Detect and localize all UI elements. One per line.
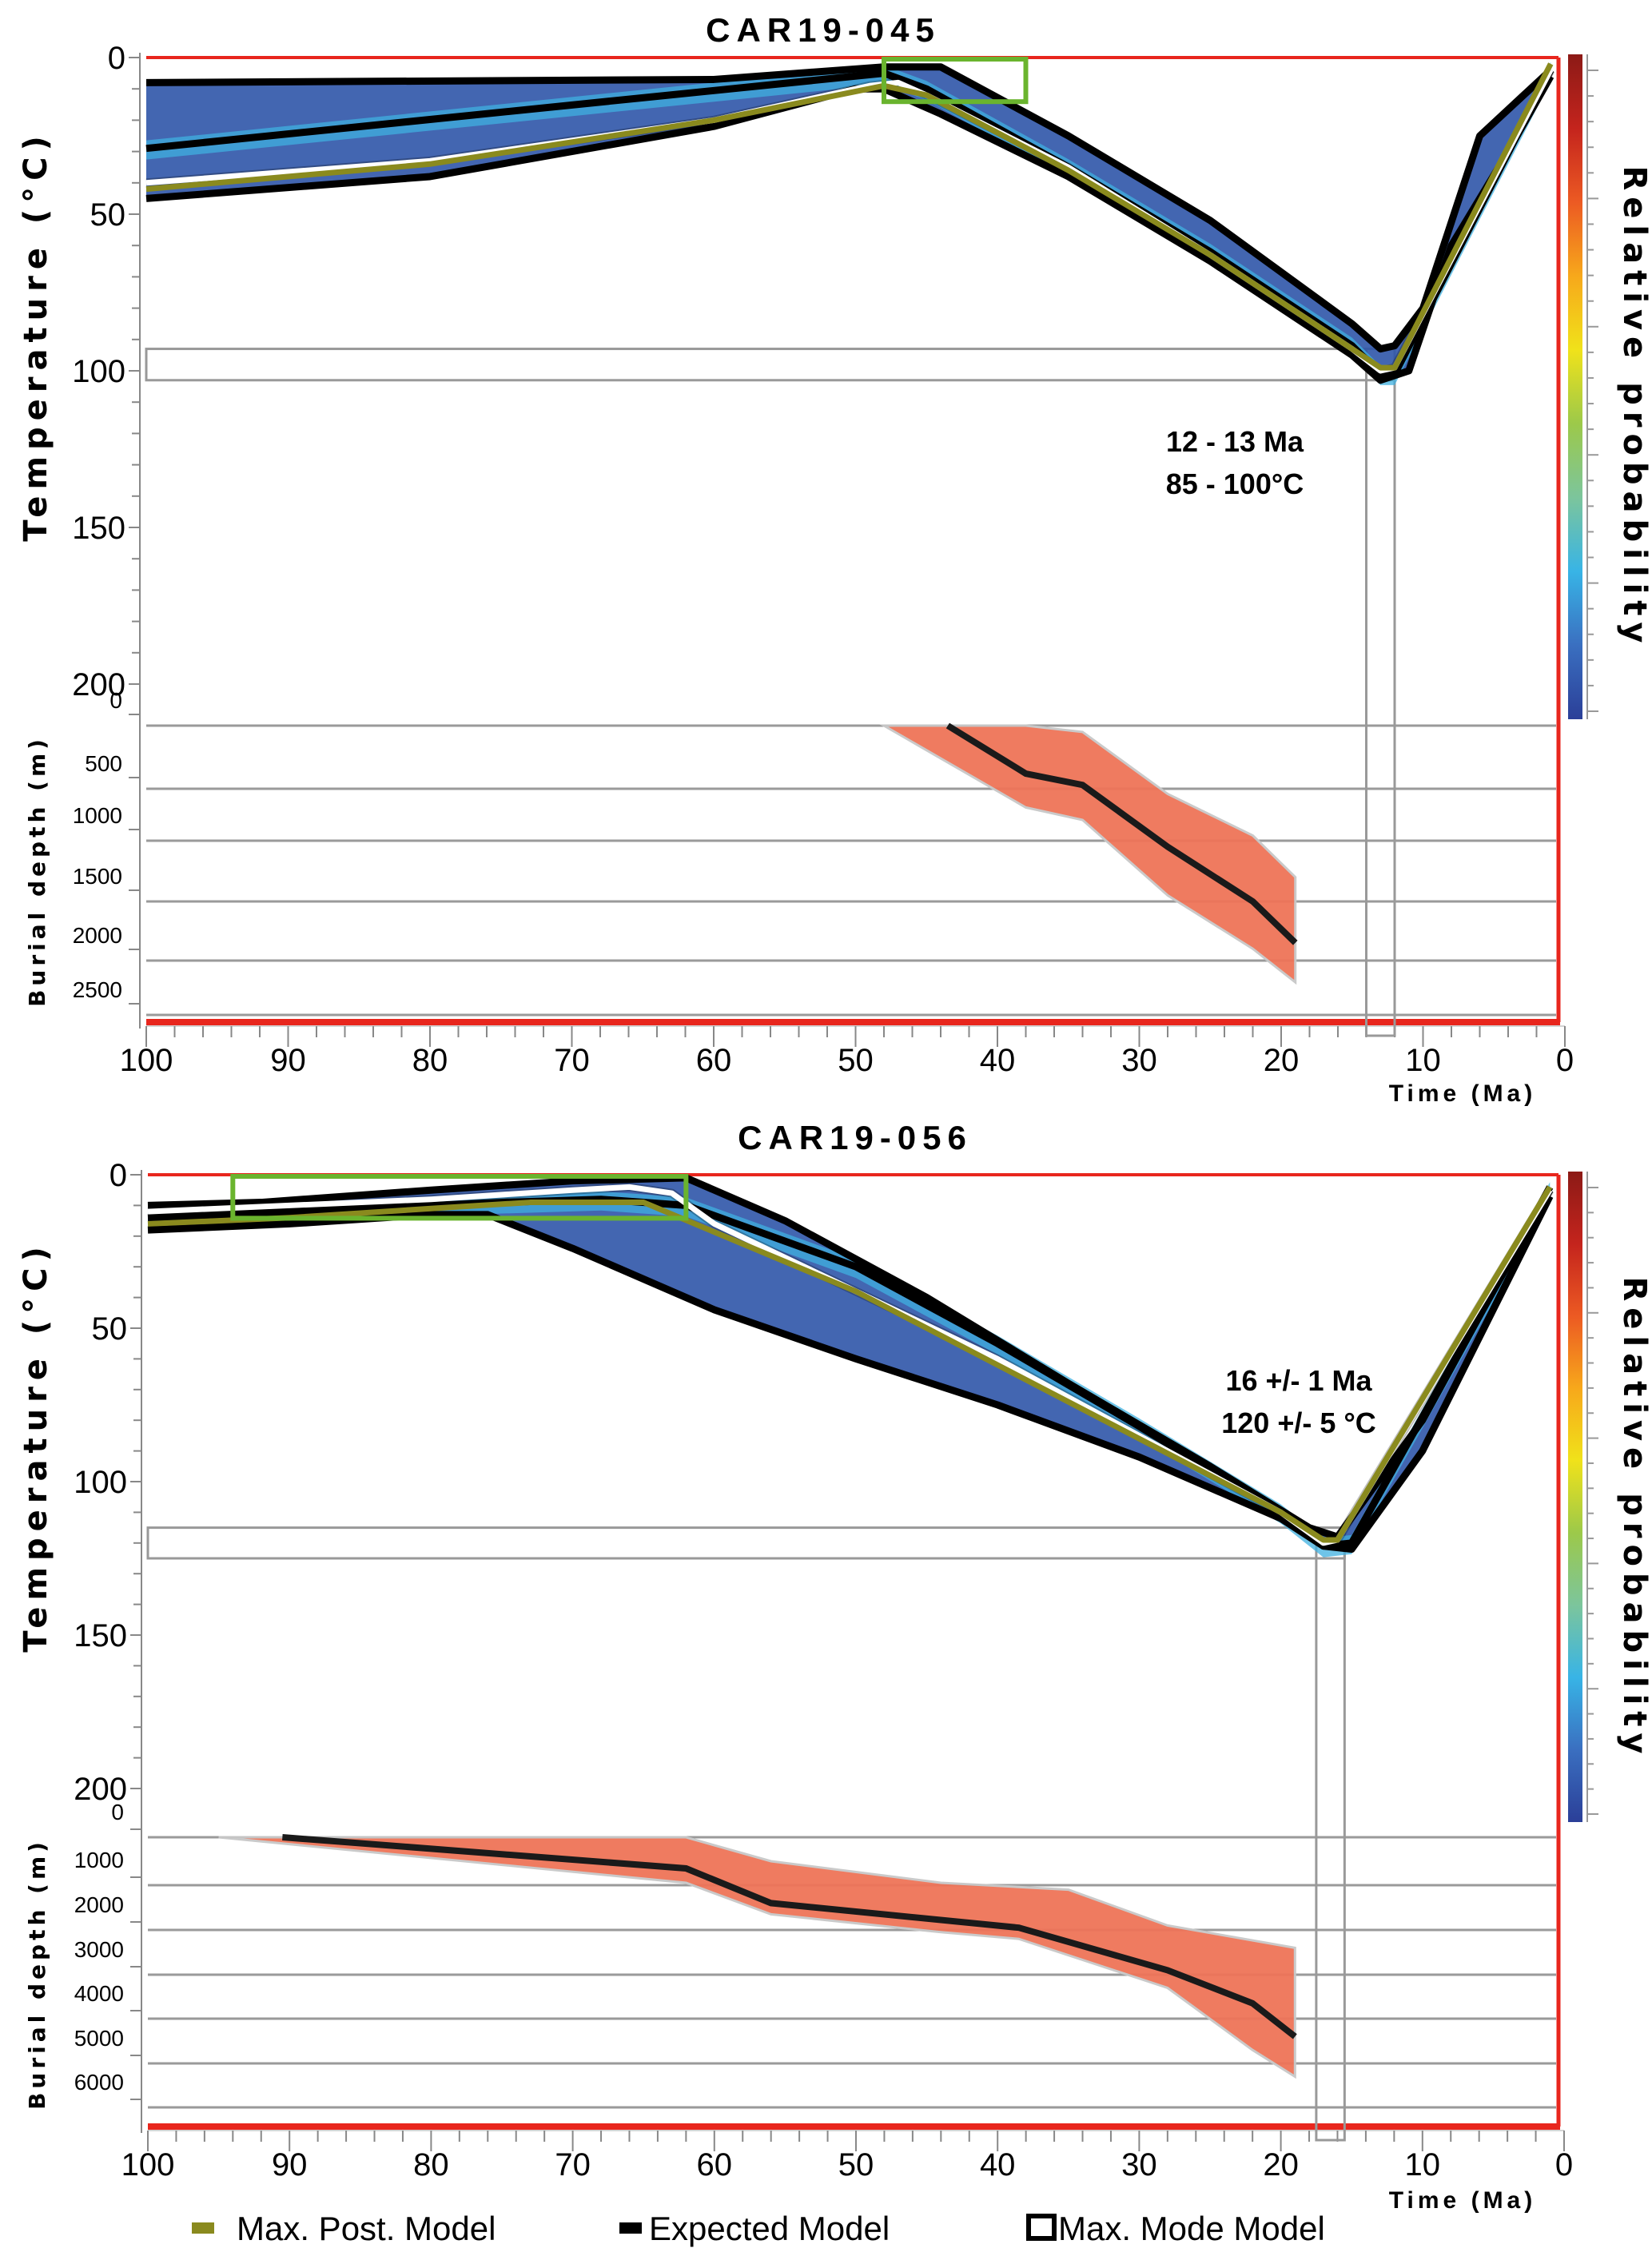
burial-tick-label: 2000 xyxy=(73,923,122,948)
x-tick-label: 70 xyxy=(555,2147,591,2182)
probability-cloud-core xyxy=(146,62,1551,385)
y-tick-label: 0 xyxy=(108,41,125,76)
expected-bound-line xyxy=(145,63,1554,353)
x-tick-label: 10 xyxy=(1405,1043,1441,1078)
x-tick-label: 40 xyxy=(980,2147,1016,2182)
x-tick-label: 20 xyxy=(1263,2147,1299,2182)
x-tick-label: 80 xyxy=(412,1043,448,1078)
burial-tick-label: 6000 xyxy=(74,2070,124,2095)
time-axis-label: Time (Ma) xyxy=(1389,2187,1536,2214)
x-tick-label: 0 xyxy=(1556,1043,1574,1078)
x-tick-label: 100 xyxy=(120,1043,173,1078)
y-tick-label: 50 xyxy=(90,197,126,233)
panel-car19-056: 0501001502000100020003000400050006000100… xyxy=(18,1119,1652,2214)
y-tick-label: 200 xyxy=(72,667,125,702)
burial-envelope xyxy=(218,1836,1296,2079)
y-tick-label: 100 xyxy=(72,354,125,389)
burial-tick-label: 5000 xyxy=(74,2026,124,2051)
legend-swatch-expected xyxy=(619,2222,642,2234)
peak-temperature-band xyxy=(146,1526,1346,1560)
peak-annotation-temp: 85 - 100°C xyxy=(1166,468,1304,500)
burial-tick-label: 0 xyxy=(109,688,122,713)
time-axis-label: Time (Ma) xyxy=(1389,1080,1536,1107)
colorbar xyxy=(1568,54,1582,719)
burial-tick-label: 2000 xyxy=(74,1892,124,1917)
max-post-model-line xyxy=(145,62,1554,371)
burial-envelope xyxy=(879,724,1297,985)
burial-tick-label: 2500 xyxy=(73,977,122,1002)
x-tick-label: 30 xyxy=(1121,1043,1157,1078)
x-tick-label: 50 xyxy=(838,2147,874,2182)
x-tick-label: 100 xyxy=(121,2147,175,2182)
expected-bound-line xyxy=(147,1194,1554,1553)
burial-axis-label: Burial depth (m) xyxy=(24,1838,50,2110)
temperature-axis-label: Temperature (°C) xyxy=(18,129,54,542)
burial-tick-label: 0 xyxy=(111,1800,124,1824)
plot-layer: 0501001502000100020003000400050006000100… xyxy=(74,1158,1598,2182)
peak-time-band xyxy=(1365,348,1396,1037)
burial-tick-label: 1500 xyxy=(73,864,122,889)
y-tick-label: 100 xyxy=(74,1465,127,1500)
y-tick-label: 200 xyxy=(74,1772,127,1807)
burial-axis-label: Burial depth (m) xyxy=(24,735,50,1007)
x-tick-label: 90 xyxy=(270,1043,306,1078)
colorbar xyxy=(1568,1172,1582,1822)
colorbar-label: Relative probability xyxy=(1616,165,1652,649)
burial-tick-label: 500 xyxy=(85,751,122,776)
constraint-box xyxy=(882,57,1029,105)
y-tick-label: 50 xyxy=(92,1311,128,1347)
legend-label-max-post: Max. Post. Model xyxy=(237,2210,496,2247)
legend-label-max-mode: Max. Mode Model xyxy=(1058,2210,1325,2247)
x-tick-label: 90 xyxy=(272,2147,308,2182)
panel-title: CAR19-056 xyxy=(738,1119,973,1156)
x-tick-label: 60 xyxy=(696,1043,732,1078)
burial-tick-label: 3000 xyxy=(74,1937,124,1962)
burial-expected-line xyxy=(945,722,1298,945)
temperature-axis-label: Temperature (°C) xyxy=(18,1240,54,1653)
panel-title: CAR19-045 xyxy=(706,11,941,49)
y-tick-label: 0 xyxy=(109,1158,127,1193)
y-tick-label: 150 xyxy=(74,1618,127,1653)
probability-cloud xyxy=(146,66,1551,380)
x-tick-label: 70 xyxy=(554,1043,590,1078)
peak-annotation-time: 16 +/- 1 Ma xyxy=(1225,1364,1372,1397)
legend-label-expected: Expected Model xyxy=(649,2210,890,2247)
burial-expected-line xyxy=(282,1834,1297,2039)
legend-swatch-max-mode xyxy=(1026,2214,1057,2241)
x-tick-label: 60 xyxy=(697,2147,733,2182)
legend-swatch-max-post xyxy=(192,2222,214,2234)
x-tick-label: 40 xyxy=(980,1043,1016,1078)
constraint-box xyxy=(230,1174,689,1221)
x-tick-label: 10 xyxy=(1405,2147,1441,2182)
burial-tick-label: 4000 xyxy=(74,1981,124,2006)
colorbar-label: Relative probability xyxy=(1616,1276,1652,1760)
x-tick-label: 50 xyxy=(838,1043,874,1078)
x-tick-label: 30 xyxy=(1121,2147,1157,2182)
peak-annotation-time: 12 - 13 Ma xyxy=(1166,425,1304,458)
x-tick-label: 20 xyxy=(1264,1043,1300,1078)
peak-temperature-band xyxy=(145,348,1396,382)
legend: Max. Post. Model Expected Model Max. Mod… xyxy=(192,2210,1325,2247)
y-tick-label: 150 xyxy=(72,511,125,546)
x-tick-label: 80 xyxy=(413,2147,449,2182)
x-tick-label: 0 xyxy=(1555,2147,1573,2182)
burial-tick-label: 1000 xyxy=(73,803,122,828)
max-post-model-line xyxy=(147,1185,1553,1543)
burial-tick-label: 1000 xyxy=(74,1848,124,1872)
peak-time-band xyxy=(1315,1526,1346,2142)
peak-annotation-temp: 120 +/- 5 °C xyxy=(1221,1407,1376,1439)
